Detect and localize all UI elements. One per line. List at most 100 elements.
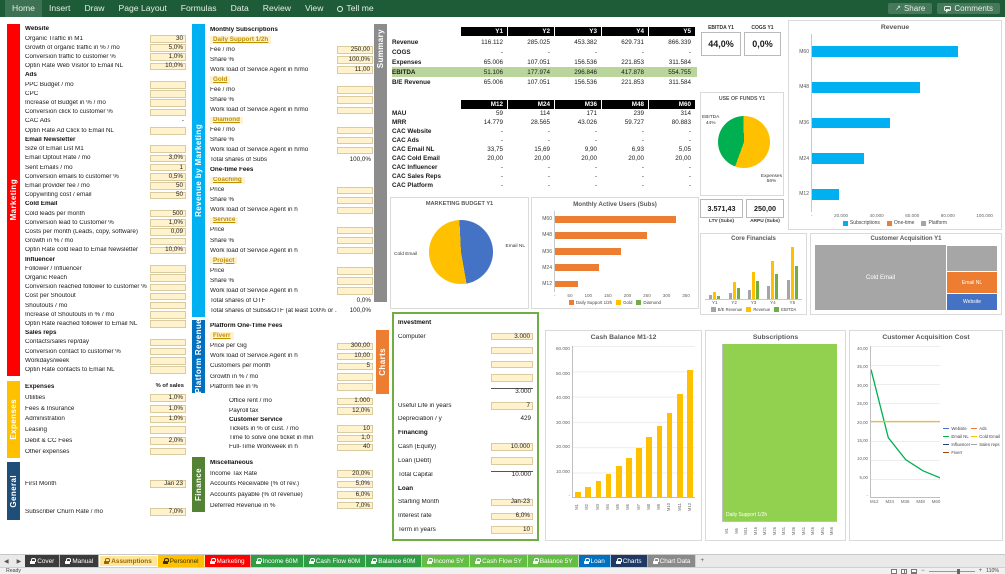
input-cell[interactable]: 6,0%: [337, 491, 373, 499]
sheet-tab-income-60m[interactable]: Income 60M: [250, 555, 304, 567]
sheet-tab-assumptions[interactable]: Assumptions: [99, 555, 158, 567]
zoom-in-button[interactable]: +: [978, 568, 983, 574]
input-cell[interactable]: 30: [150, 35, 186, 43]
input-cell[interactable]: [150, 447, 186, 456]
normal-view-icon[interactable]: [891, 568, 898, 574]
input-cell[interactable]: 10,0%: [150, 246, 186, 255]
input-cell[interactable]: 1,0%: [150, 405, 186, 413]
input-cell[interactable]: 1,0: [337, 434, 373, 443]
input-cell[interactable]: [491, 457, 533, 465]
zoom-out-button[interactable]: −: [921, 568, 925, 574]
input-cell[interactable]: [337, 287, 373, 295]
sheet-tab-marketing[interactable]: Marketing: [204, 555, 251, 567]
sheet-tab-manual[interactable]: Manual: [60, 555, 100, 567]
input-cell[interactable]: 10: [337, 425, 373, 433]
input-cell[interactable]: [150, 237, 186, 246]
ribbon-tab-draw[interactable]: Draw: [84, 3, 105, 13]
input-cell[interactable]: 3.000: [491, 332, 533, 341]
link-label[interactable]: Fiverr: [210, 332, 234, 340]
input-cell[interactable]: [150, 274, 186, 282]
input-cell[interactable]: 40: [337, 443, 373, 452]
page-break-view-icon[interactable]: [911, 568, 918, 574]
input-cell[interactable]: [337, 196, 373, 205]
ribbon-tab-home[interactable]: Home: [5, 0, 42, 17]
input-cell[interactable]: 10,00: [337, 352, 373, 361]
input-cell[interactable]: 2,0%: [150, 437, 186, 445]
input-cell[interactable]: 10,0%: [150, 62, 186, 71]
input-cell[interactable]: [337, 373, 373, 381]
input-cell[interactable]: Jan-23: [491, 498, 533, 507]
ribbon-tab-insert[interactable]: Insert: [48, 3, 71, 13]
input-cell[interactable]: 7,0%: [337, 501, 373, 510]
input-cell[interactable]: 500: [150, 209, 186, 218]
input-cell[interactable]: [150, 108, 186, 117]
tab-scroll-left-icon[interactable]: ◀: [4, 558, 9, 565]
input-cell[interactable]: 1: [150, 163, 186, 172]
input-cell[interactable]: 6,0%: [491, 512, 533, 521]
ribbon-tab-tell-me[interactable]: Tell me: [330, 0, 380, 17]
input-cell[interactable]: 10.000: [491, 443, 533, 451]
input-cell[interactable]: [150, 265, 186, 273]
tab-scroll-right-icon[interactable]: ▶: [16, 558, 22, 565]
input-cell[interactable]: 7,0%: [150, 508, 186, 516]
input-cell[interactable]: 5,0%: [337, 480, 373, 489]
input-cell[interactable]: [150, 90, 186, 98]
sheet-tab-balance-5y[interactable]: Balance 5Y: [527, 555, 579, 567]
input-cell[interactable]: 250,00: [337, 46, 373, 54]
page-layout-view-icon[interactable]: [901, 568, 908, 574]
input-cell[interactable]: [150, 320, 186, 328]
input-cell[interactable]: 1,0%: [150, 394, 186, 402]
input-cell[interactable]: Jan 23: [150, 480, 186, 488]
input-cell[interactable]: [150, 99, 186, 107]
input-cell[interactable]: 5: [337, 362, 373, 371]
input-cell[interactable]: 100,0%: [337, 56, 373, 64]
link-label[interactable]: Gold: [210, 76, 231, 84]
input-cell[interactable]: [337, 267, 373, 275]
sheet-tab-charts[interactable]: Charts: [610, 555, 648, 567]
input-cell[interactable]: [150, 338, 186, 347]
input-cell[interactable]: 300,00: [337, 342, 373, 351]
input-cell[interactable]: 1,0%: [150, 415, 186, 424]
comments-button[interactable]: Comments: [937, 3, 1000, 14]
input-cell[interactable]: [150, 366, 186, 374]
zoom-slider-knob[interactable]: [957, 568, 961, 574]
ribbon-tab-data[interactable]: Data: [230, 3, 249, 13]
input-cell[interactable]: [150, 81, 186, 89]
input-cell[interactable]: [337, 126, 373, 135]
add-sheet-button[interactable]: +: [700, 558, 704, 564]
input-cell[interactable]: [337, 226, 373, 235]
input-cell[interactable]: [491, 360, 533, 369]
input-cell[interactable]: [337, 96, 373, 104]
input-cell[interactable]: [337, 206, 373, 215]
input-cell[interactable]: 3,0%: [150, 154, 186, 163]
sheet-tab-cover[interactable]: Cover: [25, 555, 61, 567]
input-cell[interactable]: 1,0%: [150, 53, 186, 61]
input-cell[interactable]: 50: [150, 191, 186, 199]
input-cell[interactable]: [337, 136, 373, 145]
input-cell[interactable]: [491, 374, 533, 382]
input-cell[interactable]: 10: [491, 526, 533, 534]
link-label[interactable]: Service: [210, 216, 239, 225]
input-cell[interactable]: 12,0%: [337, 407, 373, 415]
input-cell[interactable]: 1.000: [337, 397, 373, 406]
sheet-tab-loan[interactable]: Loan: [578, 555, 611, 567]
ribbon-tab-formulas[interactable]: Formulas: [180, 3, 217, 13]
sheet-tab-income-5y[interactable]: Income 5Y: [421, 555, 471, 567]
input-cell[interactable]: 7: [491, 402, 533, 410]
input-cell[interactable]: [150, 127, 186, 135]
input-cell[interactable]: 0,09: [150, 228, 186, 236]
input-cell[interactable]: [337, 186, 373, 195]
input-cell[interactable]: [150, 145, 186, 153]
link-label[interactable]: Diamond: [210, 116, 243, 125]
sheet-tab-balance-60m[interactable]: Balance 60M: [366, 555, 422, 567]
zoom-slider[interactable]: [928, 568, 975, 574]
sheet-tab-cash-flow-5y[interactable]: Cash Flow 5Y: [470, 555, 528, 567]
input-cell[interactable]: 5,0%: [150, 44, 186, 52]
input-cell[interactable]: [150, 347, 186, 356]
sheet-tab-cash-flow-60m[interactable]: Cash Flow 60M: [303, 555, 367, 567]
input-cell[interactable]: [337, 146, 373, 155]
input-cell[interactable]: [337, 246, 373, 255]
link-label[interactable]: Coaching: [210, 176, 245, 185]
input-cell[interactable]: 50: [150, 182, 186, 190]
ribbon-tab-review[interactable]: Review: [262, 3, 291, 13]
